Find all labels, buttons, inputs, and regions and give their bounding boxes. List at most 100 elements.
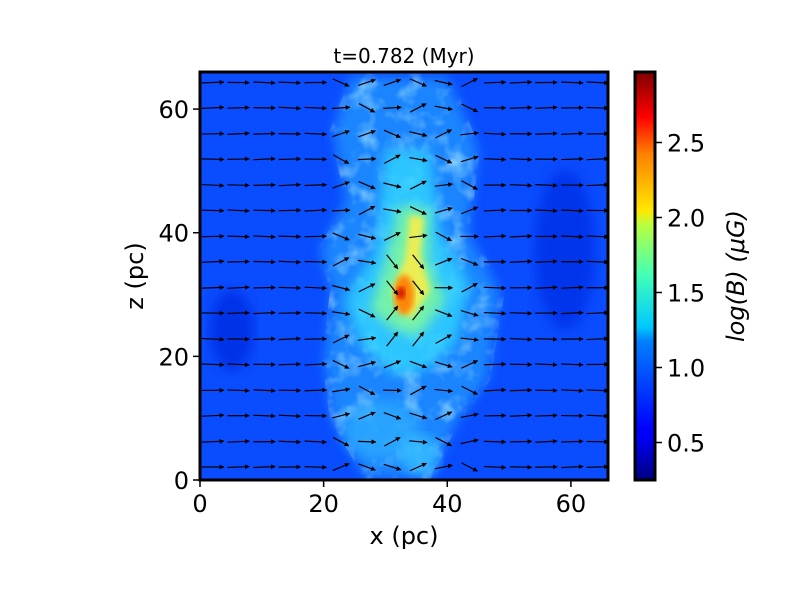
field-arrow xyxy=(227,105,250,111)
field-arrow xyxy=(460,438,479,445)
field-arrow xyxy=(383,360,402,369)
field-arrow xyxy=(278,439,302,445)
field-arrow xyxy=(410,385,427,396)
field-arrow xyxy=(561,285,584,290)
field-arrow xyxy=(509,79,533,85)
field-arrow xyxy=(278,285,302,291)
field-arrow xyxy=(535,259,558,264)
field-arrow xyxy=(304,285,328,291)
field-arrow xyxy=(278,105,302,111)
field-arrow xyxy=(435,334,452,344)
field-arrow xyxy=(253,413,276,419)
field-arrow xyxy=(535,131,558,136)
x-axis-title: x (pc) xyxy=(370,522,439,550)
field-arrow xyxy=(509,336,533,342)
field-arrow xyxy=(460,206,479,215)
field-arrow xyxy=(460,337,479,342)
field-arrow xyxy=(384,436,401,447)
field-arrow xyxy=(331,105,351,110)
field-arrow xyxy=(201,183,225,188)
field-arrow xyxy=(535,336,558,342)
y-tick-label: 40 xyxy=(158,220,189,248)
field-arrow xyxy=(586,234,608,240)
field-arrow xyxy=(384,154,401,164)
field-arrow xyxy=(561,208,584,214)
field-arrow xyxy=(278,156,302,162)
field-arrow xyxy=(332,412,351,419)
field-arrow xyxy=(304,207,328,213)
field-arrow xyxy=(358,78,376,86)
field-arrow xyxy=(460,257,479,266)
y-tick-label: 0 xyxy=(174,467,189,495)
field-arrow xyxy=(586,105,608,111)
field-arrow xyxy=(304,439,328,445)
vector-field xyxy=(201,77,608,472)
field-arrow xyxy=(409,78,427,87)
field-arrow xyxy=(358,233,377,240)
field-arrow xyxy=(332,334,350,344)
field-arrow xyxy=(227,362,250,368)
field-arrow xyxy=(304,464,328,470)
field-arrow xyxy=(509,259,533,264)
field-arrow xyxy=(461,103,479,113)
field-arrow xyxy=(561,234,584,240)
field-arrow xyxy=(332,257,350,267)
field-arrow xyxy=(383,182,402,189)
field-arrow xyxy=(434,388,453,394)
field-arrow xyxy=(460,130,479,136)
y-axis: 0 20 40 60 xyxy=(158,96,200,495)
field-arrow xyxy=(460,412,479,419)
field-arrow xyxy=(535,105,558,110)
field-arrow xyxy=(586,259,608,265)
field-arrow xyxy=(434,257,453,266)
field-arrow xyxy=(201,79,225,85)
field-arrow xyxy=(412,305,425,321)
field-arrow xyxy=(409,180,427,190)
field-arrow xyxy=(358,463,376,471)
field-arrow xyxy=(383,208,402,214)
field-arrow xyxy=(535,183,558,188)
field-arrow xyxy=(586,413,608,419)
field-arrow xyxy=(586,310,608,316)
field-arrow xyxy=(461,282,478,293)
field-arrow xyxy=(386,305,399,321)
field-arrow xyxy=(358,181,376,190)
field-arrow xyxy=(253,336,276,342)
field-arrow xyxy=(461,462,478,472)
field-arrow xyxy=(483,207,507,213)
field-arrow xyxy=(383,463,402,471)
field-arrow xyxy=(386,331,399,347)
y-axis-title: z (pc) xyxy=(121,242,149,309)
field-arrow xyxy=(253,234,276,240)
field-arrow xyxy=(409,206,427,215)
field-arrow xyxy=(461,360,479,369)
field-arrow xyxy=(331,311,351,317)
field-arrow xyxy=(383,129,401,138)
field-arrow xyxy=(253,156,276,162)
field-arrow xyxy=(586,156,608,162)
field-arrow xyxy=(201,413,225,418)
field-arrow xyxy=(535,362,558,368)
field-arrow xyxy=(201,438,225,444)
field-arrow xyxy=(332,181,350,189)
field-arrow xyxy=(509,157,533,162)
colorbar-label: log(B) (μG) xyxy=(722,210,750,342)
colorbar-tick-label: 2.0 xyxy=(667,205,705,233)
field-arrow xyxy=(561,156,584,162)
field-arrow xyxy=(586,336,608,342)
field-arrow xyxy=(332,436,350,447)
field-arrow xyxy=(332,284,351,292)
field-arrow xyxy=(483,285,507,291)
field-arrow xyxy=(509,464,533,470)
x-tick-label: 20 xyxy=(308,490,339,518)
y-tick-label: 60 xyxy=(158,96,189,124)
field-arrow xyxy=(358,308,376,318)
colorbar-tick-label: 1.0 xyxy=(667,355,705,383)
field-arrow xyxy=(409,360,428,369)
colorbar-tick-label: 2.5 xyxy=(667,130,705,158)
field-arrow xyxy=(358,360,377,368)
plot-frame xyxy=(198,70,610,482)
field-arrow xyxy=(386,254,399,270)
field-arrow xyxy=(358,385,376,396)
field-arrow xyxy=(461,385,478,395)
